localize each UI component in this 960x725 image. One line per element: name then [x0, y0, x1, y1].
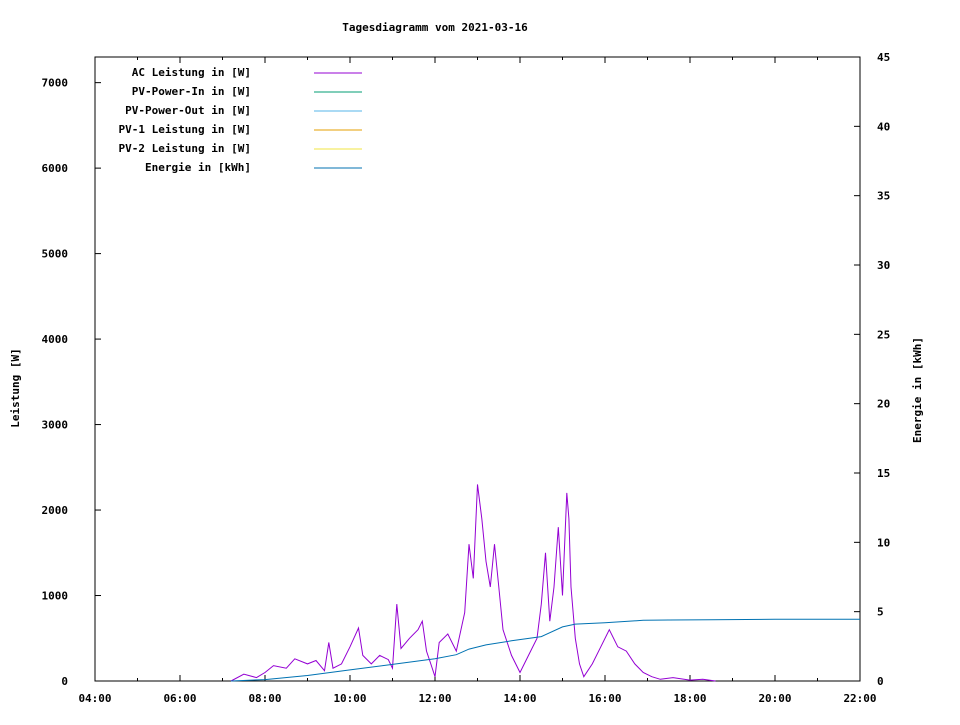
legend-label: PV-Power-Out in [W] [125, 104, 251, 117]
y-tick-label: 2000 [42, 504, 69, 517]
y-tick-label: 1000 [42, 590, 69, 603]
x-tick-label: 22:00 [843, 692, 876, 705]
y2-tick-label: 15 [877, 467, 890, 480]
x-tick-label: 08:00 [248, 692, 281, 705]
x-tick-label: 18:00 [673, 692, 706, 705]
y2-tick-label: 10 [877, 536, 890, 549]
series-line [230, 484, 716, 682]
y-tick-label: 0 [61, 675, 68, 688]
y-tick-label: 4000 [42, 333, 69, 346]
series-line [230, 618, 860, 682]
x-tick-label: 10:00 [333, 692, 366, 705]
x-tick-label: 20:00 [758, 692, 791, 705]
y-tick-label: 3000 [42, 419, 69, 432]
y-tick-label: 5000 [42, 248, 69, 261]
legend-label: PV-2 Leistung in [W] [119, 142, 251, 155]
y2-tick-label: 20 [877, 398, 890, 411]
y-axis-label: Leistung [W] [9, 348, 22, 427]
y2-tick-label: 30 [877, 259, 890, 272]
y2-tick-label: 25 [877, 328, 890, 341]
axis-ticks: 04:00 06:00 08:00 10:00 12:00 14:00 16:00 18:00… [42, 51, 891, 705]
legend-label: PV-1 Leistung in [W] [119, 123, 251, 136]
y2-tick-label: 35 [877, 190, 890, 203]
y2-tick-label: 5 [877, 606, 884, 619]
y-tick-label: 6000 [42, 162, 69, 175]
y2-tick-label: 45 [877, 51, 890, 64]
y2-tick-label: 40 [877, 120, 890, 133]
chart-title: Tagesdiagramm vom 2021-03-16 [342, 21, 528, 34]
y2-axis-label: Energie in [kWh] [911, 337, 924, 443]
x-tick-label: 04:00 [78, 692, 111, 705]
x-tick-label: 16:00 [588, 692, 621, 705]
x-tick-label: 06:00 [163, 692, 196, 705]
x-tick-label: 14:00 [503, 692, 536, 705]
x-tick-label: 12:00 [418, 692, 451, 705]
legend-label: Energie in [kWh] [145, 161, 251, 174]
y-tick-label: 7000 [42, 77, 69, 90]
legend-label: AC Leistung in [W] [132, 66, 251, 79]
y2-tick-label: 0 [877, 675, 884, 688]
legend: AC Leistung in [W] PV-Power-In in [W] PV-P… [119, 66, 362, 174]
series-layer [230, 484, 860, 682]
legend-label: PV-Power-In in [W] [132, 85, 251, 98]
